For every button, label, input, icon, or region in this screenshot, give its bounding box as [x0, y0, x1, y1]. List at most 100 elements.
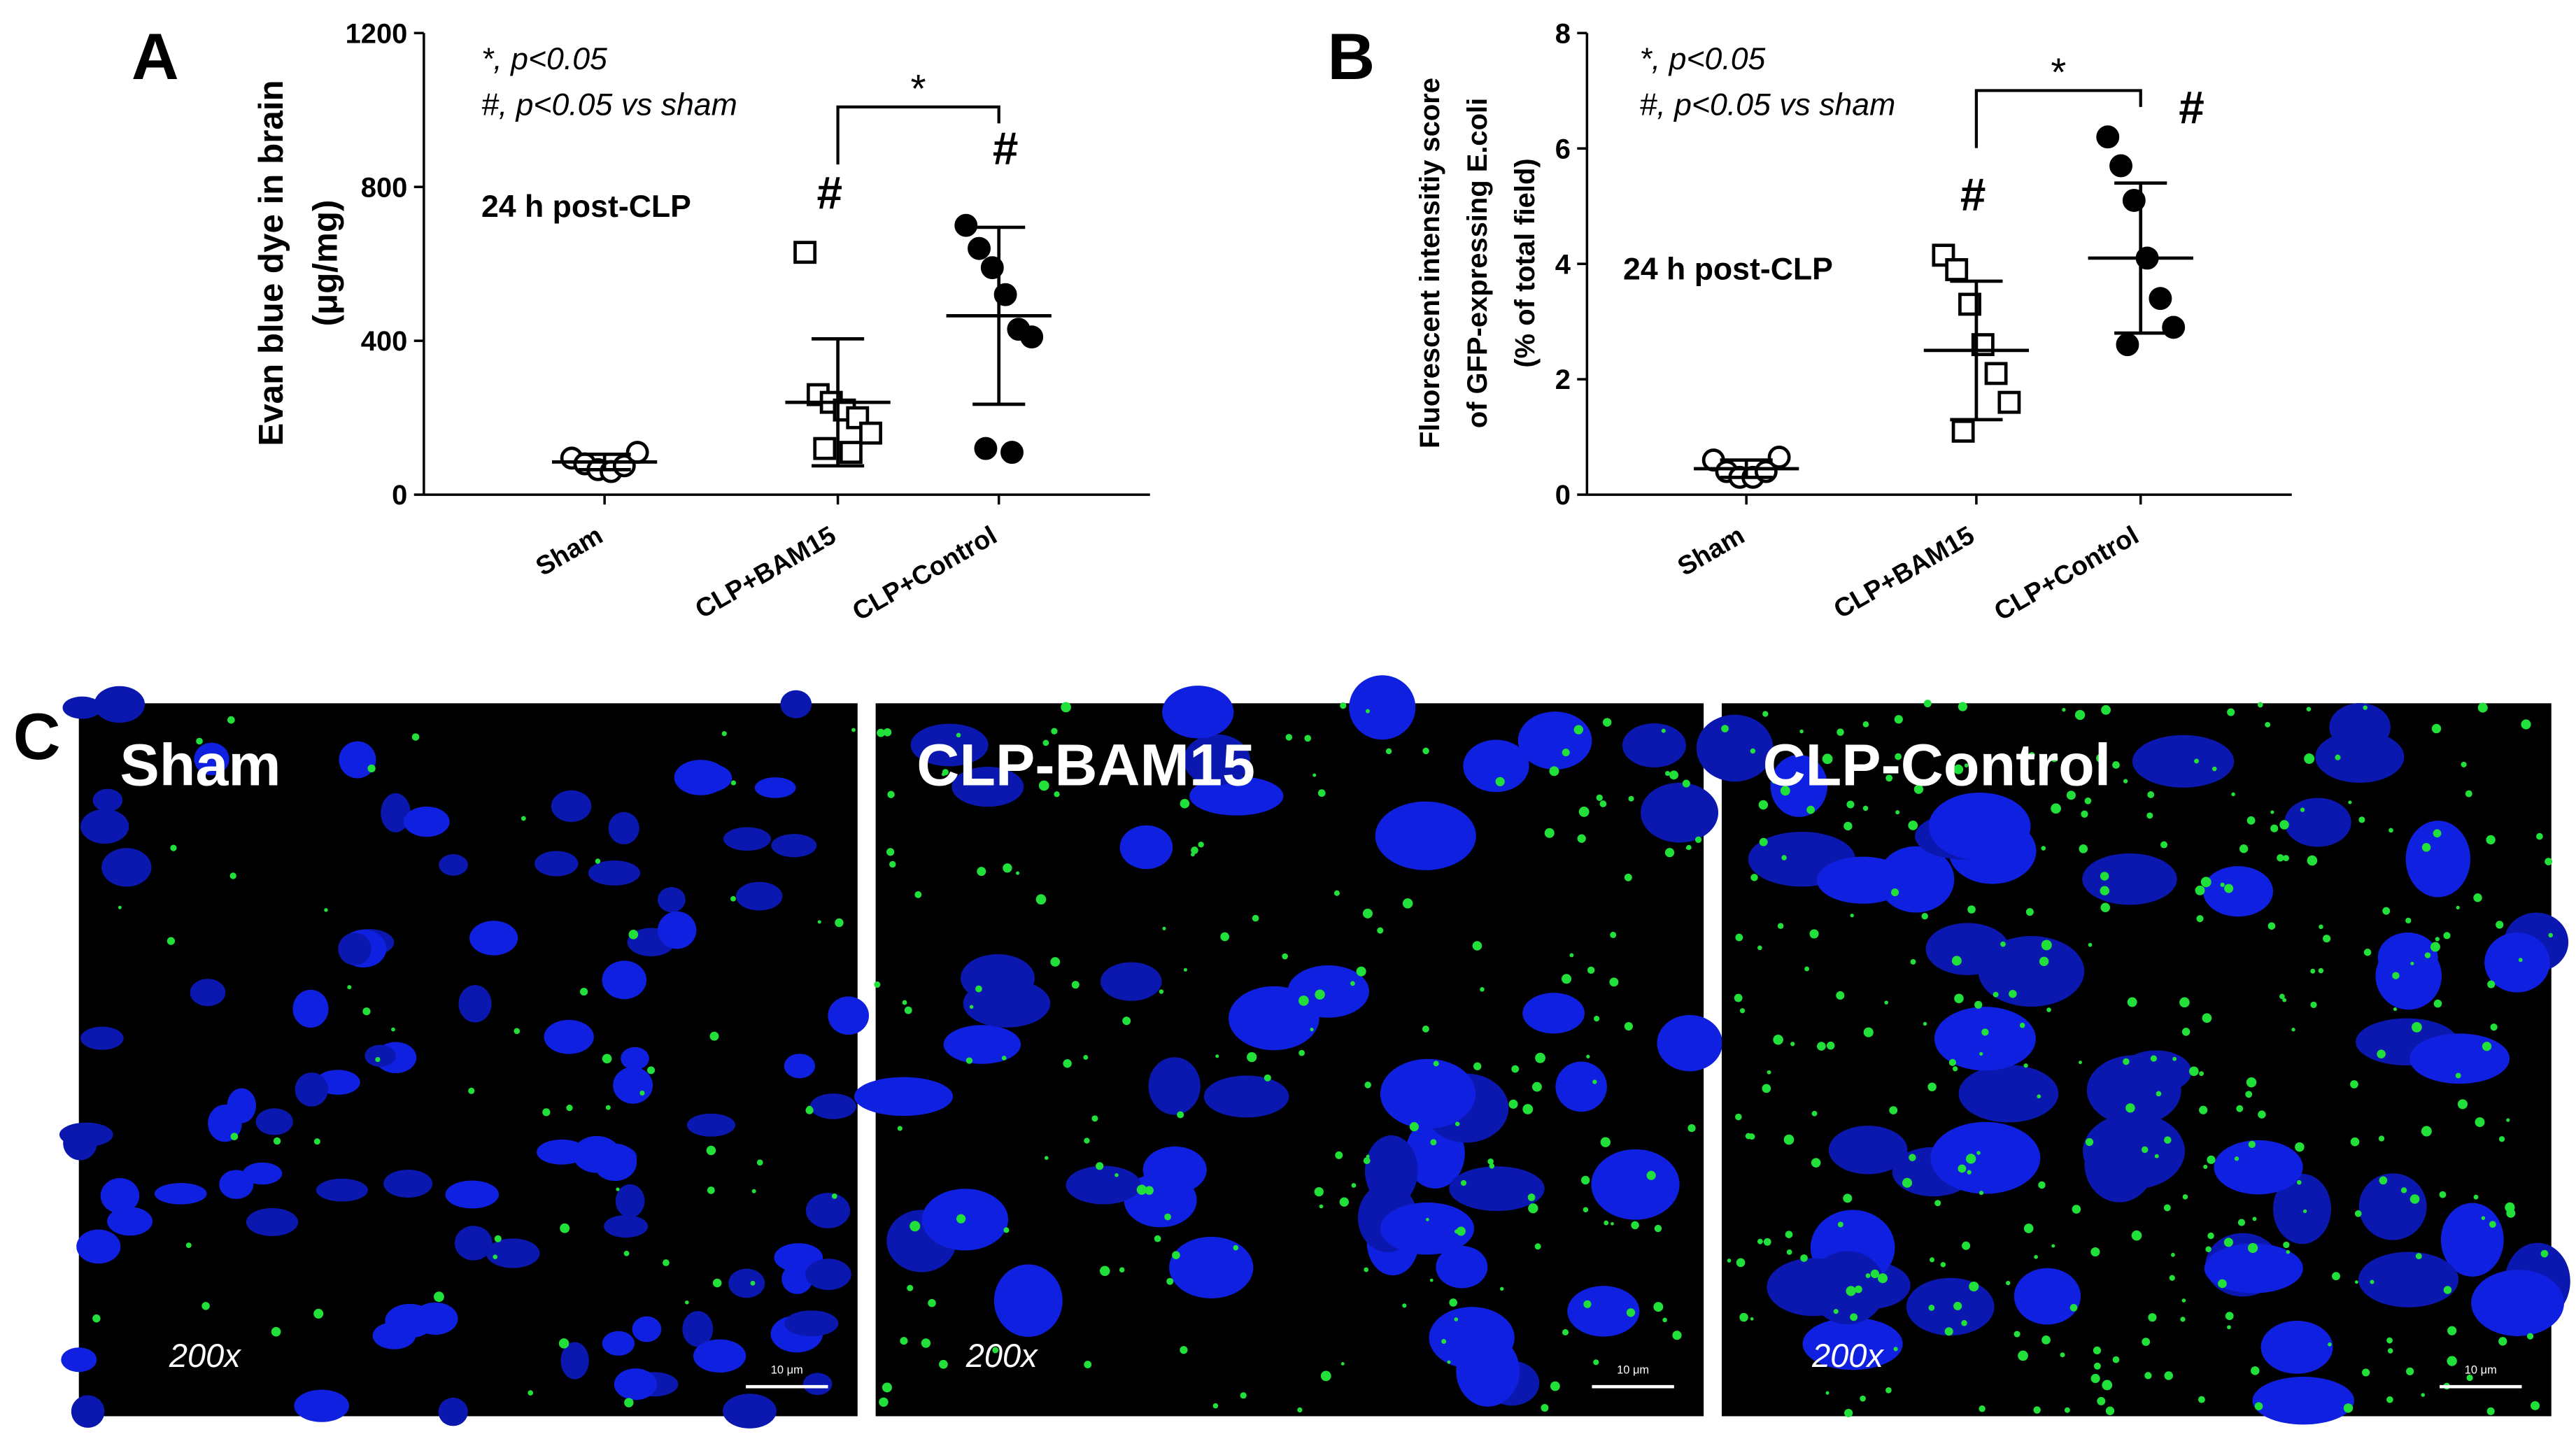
bacteria — [756, 1159, 763, 1166]
bacteria — [1850, 1313, 1858, 1321]
bacteria — [2363, 949, 2372, 956]
bacteria — [1366, 1154, 1370, 1158]
bacteria — [874, 981, 881, 988]
bacteria — [1298, 1049, 1305, 1056]
nucleus — [94, 686, 146, 723]
nucleus — [910, 723, 989, 767]
bacteria — [1781, 855, 1787, 860]
y-tick-label: 8 — [1555, 18, 1571, 49]
bacteria — [230, 1133, 239, 1140]
bacteria — [1084, 1137, 1090, 1144]
bacteria — [1948, 1058, 1956, 1066]
bacteria — [1961, 1320, 1967, 1326]
bacteria — [1091, 1115, 1098, 1122]
bacteria — [1672, 1331, 1682, 1340]
nucleus — [613, 1067, 653, 1104]
bacteria — [1508, 1099, 1518, 1109]
nucleus — [190, 979, 226, 1007]
bacteria — [595, 858, 601, 864]
bacteria — [1084, 1361, 1092, 1368]
nucleus — [1203, 1075, 1289, 1118]
bacteria — [2270, 824, 2279, 832]
bacteria — [1577, 834, 1586, 843]
bacteria — [2156, 1091, 2162, 1097]
bacteria — [2506, 1118, 2510, 1122]
nucleus — [76, 1229, 121, 1264]
nucleus — [2204, 1243, 2303, 1293]
bacteria — [494, 1235, 502, 1242]
data-point — [813, 437, 837, 460]
bacteria — [1377, 927, 1384, 934]
bacteria — [2482, 1042, 2492, 1051]
bacteria — [2062, 707, 2066, 712]
bacteria — [2279, 820, 2289, 830]
bacteria — [2410, 961, 2414, 965]
nucleus — [784, 1310, 839, 1337]
nucleus — [1934, 1007, 2036, 1071]
bacteria — [2060, 1352, 2065, 1358]
nucleus — [551, 790, 592, 822]
bacteria — [1528, 1203, 1538, 1214]
bacteria — [1846, 1286, 1856, 1296]
nucleus — [1119, 825, 1173, 870]
bacteria — [2088, 942, 2093, 947]
nucleus — [1802, 1317, 1903, 1370]
bacteria — [1191, 846, 1198, 854]
bacteria — [1562, 749, 1570, 757]
bacteria — [2466, 1374, 2473, 1382]
bacteria — [1694, 836, 1702, 843]
nucleus — [255, 1108, 293, 1135]
nucleus — [1517, 711, 1592, 770]
bacteria — [1320, 1370, 1331, 1382]
nucleus — [1229, 986, 1319, 1051]
bacteria — [1562, 1328, 1569, 1335]
bacteria — [751, 1189, 756, 1193]
bacteria — [2172, 1056, 2177, 1061]
nucleus — [1641, 782, 1719, 843]
bacteria — [730, 780, 737, 786]
bacteria — [1934, 1200, 1941, 1207]
bacteria — [1940, 1261, 1946, 1268]
nucleus — [2273, 1173, 2331, 1245]
micrograph — [59, 686, 870, 1429]
nucleus — [754, 777, 796, 798]
bacteria — [2169, 1275, 2175, 1281]
nucleus — [62, 696, 102, 719]
bacteria — [1312, 773, 1317, 777]
bacteria — [2343, 1403, 2354, 1413]
bacteria — [1825, 1391, 1830, 1395]
bacteria — [2318, 967, 2324, 974]
nucleus — [1906, 1277, 1995, 1335]
nucleus — [2358, 1173, 2427, 1240]
bacteria — [2239, 844, 2249, 853]
bacteria — [2164, 1136, 2172, 1144]
bacteria — [1166, 1277, 1174, 1285]
bacteria — [2377, 1049, 2386, 1058]
bacteria — [2378, 1135, 2385, 1142]
bacteria — [2481, 1216, 2486, 1220]
significance-label: * — [911, 66, 926, 111]
bacteria — [1561, 974, 1572, 984]
bacteria — [1895, 753, 1902, 760]
bacteria — [2164, 1371, 2173, 1380]
y-axis-label: of GFP-expressing E.coli — [1462, 98, 1493, 428]
bacteria — [1599, 800, 1607, 807]
nucleus — [771, 834, 817, 858]
bacteria — [313, 1138, 320, 1145]
bacteria — [1653, 1302, 1664, 1312]
bacteria — [2286, 1249, 2291, 1254]
bacteria — [2328, 1342, 2332, 1347]
bacteria — [1282, 953, 1288, 960]
bacteria — [521, 816, 526, 821]
nucleus — [1066, 1165, 1141, 1205]
nucleus — [1930, 1121, 2041, 1194]
bacteria — [1473, 1062, 1482, 1070]
nucleus — [338, 933, 371, 965]
bacteria — [2025, 908, 2034, 916]
bacteria — [2041, 940, 2052, 951]
nucleus — [1828, 1126, 1908, 1175]
bacteria — [2046, 1007, 2051, 1012]
bacteria — [493, 1254, 498, 1260]
nucleus — [2082, 853, 2177, 905]
bacteria — [2304, 753, 2315, 765]
